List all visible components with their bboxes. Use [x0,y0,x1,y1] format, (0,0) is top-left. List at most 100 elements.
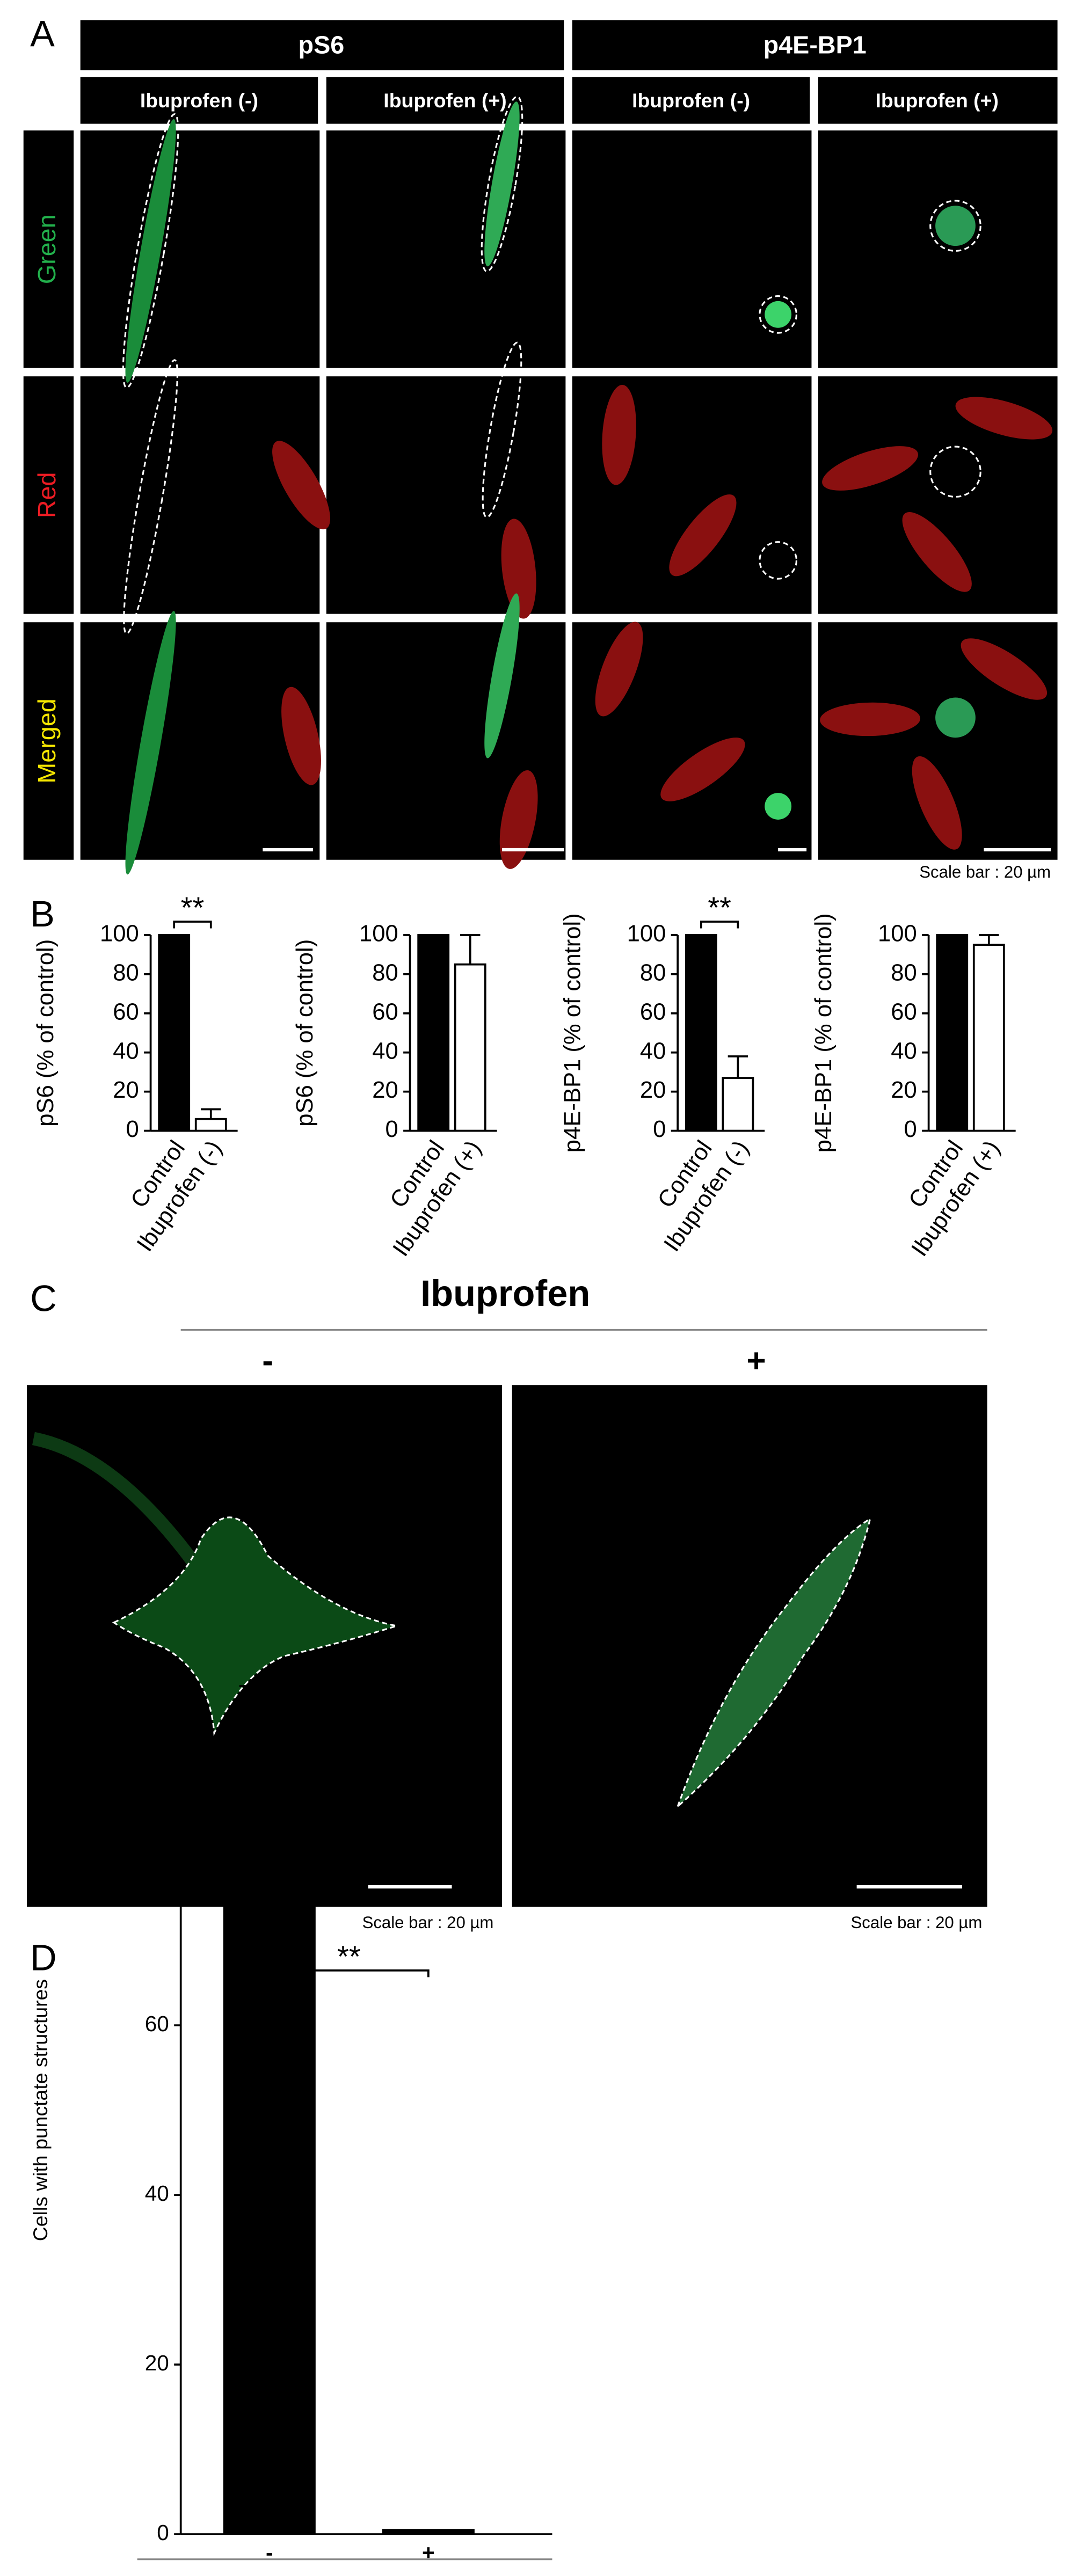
header-box [80,20,564,70]
image [80,376,320,614]
cell-outline [112,1516,397,1736]
scale-bar-label: Scale bar : 20 µm [851,1913,983,1932]
y-tick-label: 100 [133,1672,169,1697]
condition: + [746,1342,766,1380]
cell [935,206,976,246]
y-tick-label: 60 [145,2011,169,2036]
y-tick-label: 20 [372,1077,398,1103]
cell [602,384,636,485]
subheader-box [80,77,318,124]
row-box [23,376,74,614]
y-tick-label: 0 [386,1116,398,1142]
cell [912,756,962,850]
cell [499,770,538,869]
y-tick-label: 80 [145,1842,169,1866]
header-box [572,20,1058,70]
row-labels: Green Red Merged [23,130,74,860]
cell [759,295,797,334]
cell [272,441,331,530]
y-axis-label: Cells with punctate structures [29,1979,52,2241]
y-tick-label: 100 [627,921,666,946]
panel-label: B [30,893,55,935]
significance: ** [181,891,205,924]
image [572,130,812,368]
cell [929,446,981,498]
y-tick-label: 40 [640,1038,666,1064]
y-tick-label: 80 [113,960,139,986]
cell [484,101,520,267]
cell [961,638,1048,700]
y-tick-label: 60 [113,999,139,1025]
bar [223,1744,316,2535]
y-tick-label: 60 [372,999,398,1025]
bar [194,1118,227,1132]
y-tick-label: 0 [157,2520,169,2545]
y-tick-label: 60 [891,999,917,1025]
cell [481,96,523,273]
condition: Ibuprofen (+) [875,89,998,112]
cell [482,341,522,519]
cell [765,793,792,820]
cell [125,119,176,383]
channel: Red [33,472,61,519]
image [818,130,1058,368]
row-box [23,622,74,860]
row-box [23,130,74,368]
panel-title: Ibuprofen [420,1273,590,1314]
cell [669,494,737,577]
cell-body [32,1432,207,1577]
y-tick-label: 20 [640,1077,666,1103]
cell [820,702,921,736]
y-axis-label: p4E-BP1 (% of control) [559,913,585,1152]
image [326,130,566,368]
bar [972,944,1005,1132]
panel-label: A [30,13,55,55]
cell-outline [677,1517,871,1807]
y-tick-label: 20 [145,2351,169,2375]
cell [765,301,792,328]
cell [281,687,321,785]
y-tick-label: 100 [878,921,917,946]
cell [902,512,972,592]
y-tick-label: 60 [640,999,666,1025]
channel: Merged [33,698,61,783]
y-tick-label: 80 [372,960,398,986]
x-tick-label: - [266,2540,273,2565]
y-tick-label: 20 [891,1077,917,1103]
image [512,1385,987,1907]
bar [417,934,450,1132]
condition: Ibuprofen (+) [383,89,506,112]
subheaders: Ibuprofen (-) Ibuprofen (+) Ibuprofen (-… [80,77,1058,124]
bar [158,934,191,1132]
bar [382,2529,475,2535]
cell [935,697,976,738]
y-tick-label: 20 [113,1077,139,1103]
cell [125,611,176,875]
micrographs [80,96,1058,875]
cell [660,738,745,801]
group-header: pS6 [299,31,345,59]
y-tick-label: 80 [891,960,917,986]
y-tick-label: 40 [891,1038,917,1064]
y-tick-label: 40 [113,1038,139,1064]
y-tick-label: 100 [359,921,398,946]
channel: Green [33,214,61,284]
cell [759,541,797,580]
significance-bracket [700,921,739,929]
condition: Ibuprofen (-) [632,89,750,112]
condition: Ibuprofen (-) [140,89,258,112]
cell [929,200,981,252]
cell [822,446,918,491]
condition: - [262,1342,273,1380]
y-tick-label: 80 [640,960,666,986]
bar [936,934,969,1132]
subheader-box [326,77,564,124]
y-tick-label: 40 [145,2181,169,2206]
y-tick-label: 0 [904,1116,917,1142]
significance-bracket [173,921,212,929]
y-tick-label: 0 [126,1116,139,1142]
y-tick-label: 40 [372,1038,398,1064]
significance: ** [337,1939,361,1973]
panel-label: D [30,1937,57,1978]
